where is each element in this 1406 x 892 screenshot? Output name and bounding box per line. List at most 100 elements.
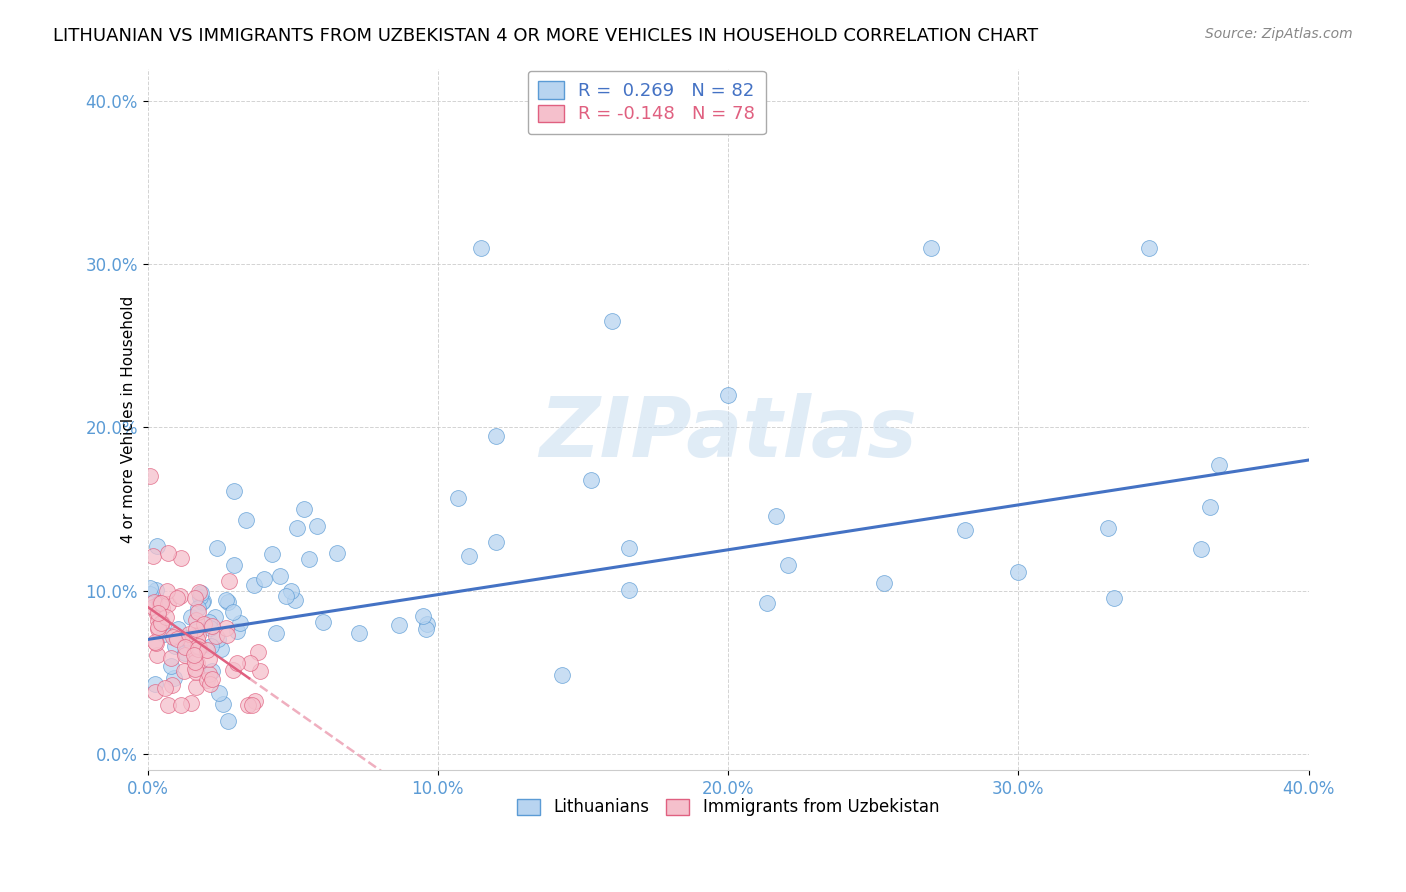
Point	[169, 698, 191, 712]
Point	[260, 547, 283, 561]
Point	[186, 632, 208, 646]
Point	[285, 521, 308, 535]
Point	[173, 664, 195, 678]
Point	[208, 685, 231, 699]
Point	[188, 584, 211, 599]
Point	[170, 551, 193, 566]
Point	[200, 639, 222, 653]
Point	[143, 685, 166, 699]
Text: ZIPatlas: ZIPatlas	[538, 392, 917, 474]
Point	[184, 622, 207, 636]
Point	[201, 619, 224, 633]
Point	[186, 681, 208, 695]
Point	[187, 601, 209, 615]
Point	[198, 666, 221, 681]
Point	[1097, 521, 1119, 535]
Point	[264, 626, 287, 640]
Point	[186, 646, 208, 660]
Point	[1137, 241, 1160, 255]
Point	[146, 648, 169, 663]
Point	[447, 491, 470, 506]
Point	[193, 594, 215, 608]
Point	[183, 655, 205, 669]
Point	[307, 518, 329, 533]
Point	[198, 621, 221, 635]
Point	[162, 631, 184, 645]
Point	[148, 615, 170, 629]
Point	[920, 241, 942, 255]
Point	[551, 667, 574, 681]
Point	[165, 628, 187, 642]
Point	[200, 676, 222, 690]
Point	[187, 605, 209, 619]
Point	[229, 616, 252, 631]
Point	[157, 546, 180, 560]
Point	[149, 616, 172, 631]
Point	[953, 523, 976, 537]
Point	[163, 671, 186, 685]
Point	[142, 549, 165, 563]
Point	[247, 645, 270, 659]
Point	[253, 572, 276, 586]
Point	[139, 469, 162, 483]
Point	[187, 642, 209, 657]
Point	[183, 648, 205, 663]
Point	[150, 615, 173, 630]
Point	[325, 546, 347, 560]
Point	[717, 388, 740, 402]
Point	[201, 672, 224, 686]
Point	[142, 600, 165, 615]
Point	[1007, 565, 1029, 579]
Point	[217, 595, 239, 609]
Point	[195, 643, 218, 657]
Point	[184, 613, 207, 627]
Point	[188, 640, 211, 654]
Point	[149, 597, 172, 611]
Point	[193, 617, 215, 632]
Point	[209, 641, 232, 656]
Text: Source: ZipAtlas.com: Source: ZipAtlas.com	[1205, 27, 1353, 41]
Point	[169, 589, 191, 603]
Point	[218, 574, 240, 589]
Point	[207, 632, 229, 646]
Point	[222, 663, 245, 677]
Point	[249, 664, 271, 678]
Point	[150, 596, 173, 610]
Point	[176, 631, 198, 645]
Point	[1189, 542, 1212, 557]
Point	[284, 593, 307, 607]
Point	[1208, 458, 1230, 473]
Point	[222, 483, 245, 498]
Point	[186, 656, 208, 670]
Point	[280, 583, 302, 598]
Point	[177, 627, 200, 641]
Point	[153, 681, 176, 695]
Legend: Lithuanians, Immigrants from Uzbekistan: Lithuanians, Immigrants from Uzbekistan	[509, 790, 948, 825]
Point	[173, 648, 195, 662]
Point	[139, 587, 162, 601]
Point	[274, 589, 297, 603]
Point	[174, 640, 197, 654]
Point	[617, 541, 640, 555]
Point	[217, 714, 239, 728]
Point	[269, 568, 291, 582]
Point	[235, 513, 257, 527]
Point	[146, 607, 169, 622]
Point	[298, 552, 321, 566]
Point	[201, 665, 224, 679]
Point	[166, 632, 188, 647]
Point	[485, 428, 508, 442]
Point	[205, 629, 228, 643]
Point	[222, 558, 245, 572]
Point	[148, 606, 170, 620]
Point	[579, 473, 602, 487]
Point	[142, 595, 165, 609]
Point	[160, 651, 183, 665]
Point	[157, 597, 180, 611]
Point	[212, 697, 235, 711]
Point	[312, 615, 335, 630]
Point	[226, 656, 249, 670]
Point	[173, 632, 195, 646]
Point	[174, 647, 197, 661]
Point	[180, 635, 202, 649]
